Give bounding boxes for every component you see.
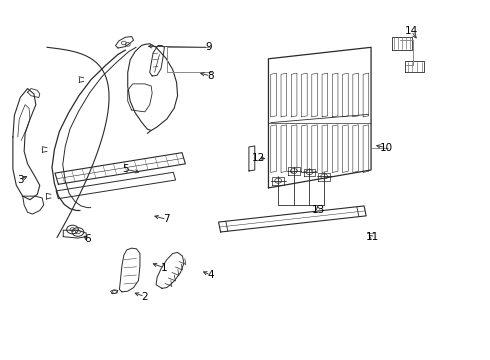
Text: 13: 13 bbox=[312, 206, 325, 216]
Text: 3: 3 bbox=[17, 175, 24, 185]
Text: 2: 2 bbox=[142, 292, 148, 302]
Text: 10: 10 bbox=[380, 143, 393, 153]
Text: 6: 6 bbox=[84, 234, 91, 244]
Text: 9: 9 bbox=[205, 42, 212, 52]
Text: 7: 7 bbox=[164, 215, 170, 224]
Text: 12: 12 bbox=[252, 153, 265, 163]
Text: 4: 4 bbox=[207, 270, 214, 280]
Text: 5: 5 bbox=[122, 164, 128, 174]
Text: 11: 11 bbox=[366, 232, 379, 242]
Text: 8: 8 bbox=[207, 71, 214, 81]
Text: 14: 14 bbox=[405, 26, 418, 36]
Text: 1: 1 bbox=[161, 263, 168, 273]
